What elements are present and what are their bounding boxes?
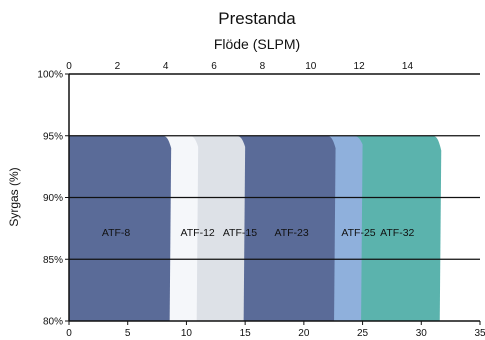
x-bottom-tick-label-10: 10 [181, 328, 193, 339]
x-top-tick-label-12: 12 [354, 61, 366, 72]
x-bottom-tick-label-35: 35 [474, 328, 485, 339]
x-top-tick-label-8: 8 [260, 61, 266, 72]
band-label-atf-15: ATF-15 [223, 227, 257, 239]
y-tick-label-80: 80% [43, 317, 63, 328]
band-atf-8 [69, 135, 172, 321]
band-label-atf-32: ATF-32 [380, 227, 414, 239]
x-top-tick-label-10: 10 [305, 61, 317, 72]
x-bottom-tick-label-30: 30 [416, 328, 428, 339]
x-top-tick-label-0: 0 [66, 61, 72, 72]
x-top-tick-label-14: 14 [402, 61, 414, 72]
x-bottom-tick-label-20: 20 [298, 328, 310, 339]
x-top-tick-label-2: 2 [115, 61, 121, 72]
chart-title: Prestanda [218, 9, 296, 28]
y-tick-label-85: 85% [43, 255, 63, 266]
top-axis-title: Flöde (SLPM) [214, 36, 300, 52]
x-top-tick-label-6: 6 [211, 61, 217, 72]
x-bottom-tick-label-5: 5 [125, 328, 131, 339]
band-label-atf-12: ATF-12 [181, 227, 215, 239]
x-bottom-tick-label-15: 15 [240, 328, 252, 339]
band-label-atf-25: ATF-25 [341, 227, 375, 239]
x-bottom-tick-label-25: 25 [357, 328, 369, 339]
y-tick-label-100: 100% [37, 70, 63, 81]
y-axis-title: Syrgas (%) [7, 167, 21, 226]
band-label-atf-23: ATF-23 [275, 227, 309, 239]
x-bottom-tick-label-0: 0 [66, 328, 72, 339]
band-label-atf-8: ATF-8 [102, 227, 131, 239]
y-tick-label-95: 95% [43, 131, 63, 142]
plot-area: ATF-32ATF-25ATF-23ATF-15ATF-12ATF-880%85… [37, 61, 485, 339]
y-tick-label-90: 90% [43, 193, 63, 204]
x-top-tick-label-4: 4 [163, 61, 169, 72]
